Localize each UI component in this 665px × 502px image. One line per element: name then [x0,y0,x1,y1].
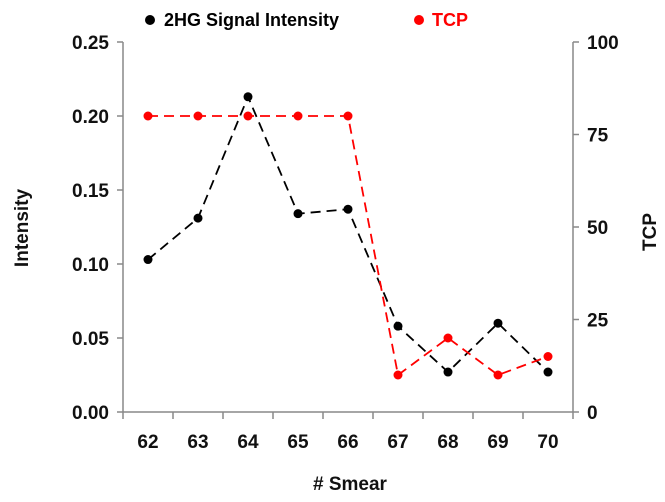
x-tick-label: 62 [137,432,158,453]
y-tick-label: 0.15 [72,181,109,202]
x-tick-label: 68 [437,432,458,453]
y2-tick-label: 25 [587,311,609,332]
x-tick-label: 69 [487,432,508,453]
data-point-tcp [393,370,403,380]
data-point-2hg [243,92,253,102]
y-axis-right-title: TCP [640,213,661,251]
x-tick-label: 65 [287,432,309,453]
x-tick-label: 67 [387,432,408,453]
y2-tick-label: 100 [587,33,619,54]
data-point-2hg [393,321,403,331]
legend-marker-2hg [145,15,155,25]
data-point-2hg [193,213,203,223]
x-axis-title: # Smear [313,474,388,495]
series-line-2hg [147,94,549,374]
y-tick-label: 0.10 [72,255,109,276]
series-layer [143,92,553,380]
y-tick-label: 0.20 [72,107,109,128]
data-point-2hg [293,209,303,219]
data-point-2hg [143,255,153,265]
data-point-tcp [443,333,453,343]
data-point-2hg [443,367,453,377]
y-axis-left-title: Intensity [12,189,33,268]
y-tick-label: 0.00 [72,403,109,424]
plot-area [122,42,574,413]
y2-tick-label: 0 [587,403,598,424]
x-tick-label: 66 [337,432,358,453]
x-tick-label: 64 [237,432,259,453]
data-point-tcp [193,111,203,121]
legend-label-tcp: TCP [432,10,468,30]
y-tick-label: 0.05 [72,329,109,350]
series-line-tcp [148,115,549,377]
data-point-tcp [243,111,253,121]
y-axis-left-ticks: 0.00 0.05 0.10 0.15 0.20 0.25 [72,33,123,424]
data-point-2hg [543,367,553,377]
y-axis-right-ticks: 0 25 50 75 100 [573,33,619,424]
legend-marker-tcp [414,15,424,25]
legend: 2HG Signal Intensity TCP [145,10,468,30]
data-point-tcp [293,111,303,121]
data-point-2hg [343,204,353,214]
data-point-tcp [543,352,553,361]
data-point-tcp [343,111,353,121]
legend-label-2hg: 2HG Signal Intensity [164,10,339,30]
x-tick-label: 63 [187,432,208,453]
x-axis-ticks: 62 63 64 65 66 67 68 69 70 [122,412,574,453]
data-point-tcp [143,111,153,121]
y-tick-label: 0.25 [72,33,109,54]
data-point-tcp [493,370,503,380]
y2-tick-label: 50 [587,218,608,239]
y2-tick-label: 75 [587,126,609,147]
data-point-2hg [493,318,503,328]
x-tick-label: 70 [537,432,558,453]
